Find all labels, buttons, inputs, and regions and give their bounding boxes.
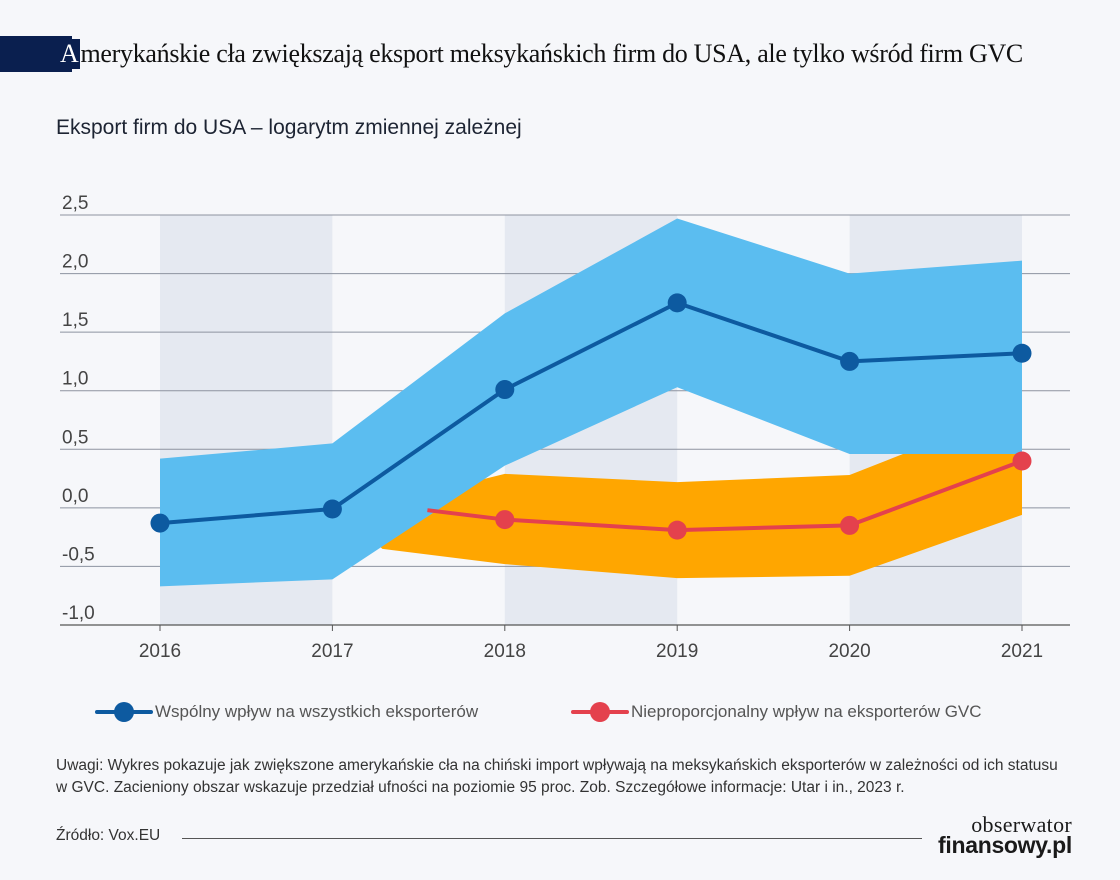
page-title: Amerykańskie cła zwiększają eksport meks…: [58, 39, 1023, 69]
legend: Wspólny wpływ na wszystkich eksporterów …: [95, 700, 1055, 728]
legend-dot-all: [114, 702, 134, 722]
point-all-2017: [322, 499, 342, 519]
legend-item-gvc: Nieproporcjonalny wpływ na eksporterów G…: [571, 700, 982, 724]
legend-dot-gvc: [590, 702, 610, 722]
band-gvc: [342, 407, 1022, 579]
x-tick-label: 2018: [484, 641, 526, 662]
title-bar: Amerykańskie cła zwiększają eksport meks…: [0, 36, 1120, 72]
point-gvc-2020: [840, 515, 860, 535]
legend-label-all: Wspólny wpływ na wszystkich eksporterów: [155, 702, 479, 721]
point-all-2021: [1012, 343, 1032, 363]
y-tick-label: 0,0: [62, 486, 88, 507]
source-divider: [182, 838, 922, 839]
logo: obserwator finansowy.pl: [938, 812, 1072, 858]
x-tick-label: 2020: [828, 641, 870, 662]
band-all: [160, 218, 1022, 587]
y-tick-label: 2,0: [62, 252, 88, 273]
y-tick-label: 0,5: [62, 427, 88, 448]
legend-label-gvc: Nieproporcjonalny wpływ na eksporterów G…: [631, 702, 982, 721]
point-gvc-2021: [1012, 451, 1032, 471]
legend-item-all: Wspólny wpływ na wszystkich eksporterów: [95, 700, 478, 724]
series-line-all: [159, 300, 1023, 526]
y-tick-label: 2,5: [62, 193, 88, 214]
y-tick-label: 1,0: [62, 369, 88, 390]
chart-note: Uwagi: Wykres pokazuje jak zwiększone am…: [56, 757, 1058, 796]
line-chart: -1,0 -0,5 0,0 0,5 1,0 1,5 2,0 2,5 2016 2017 2018 20…: [60, 193, 1070, 662]
logo-line2: finansowy.pl: [938, 832, 1072, 858]
point-all-2020: [840, 351, 860, 371]
source-text: Źródło: Vox.EU: [56, 827, 161, 844]
y-tick-label: 1,5: [62, 310, 88, 331]
y-tick-label: -1,0: [62, 603, 95, 624]
point-all-2019: [667, 293, 687, 313]
title-first-letter: A: [58, 39, 81, 69]
x-tick-label: 2016: [139, 641, 181, 662]
legend-swatch-all: [95, 700, 153, 724]
point-gvc-2019: [667, 520, 687, 540]
y-tick-label: -0,5: [62, 544, 95, 565]
legend-swatch-gvc: [571, 700, 629, 724]
logo-line1: obserwator: [971, 812, 1072, 837]
chart-title: Eksport firm do USA – logarytm zmiennej …: [56, 116, 522, 139]
x-tick-label: 2017: [311, 641, 353, 662]
point-gvc-2018: [495, 510, 515, 530]
point-all-2016: [150, 513, 170, 533]
x-tick-label: 2019: [656, 641, 698, 662]
title-rest: merykańskie cła zwiększają eksport meksy…: [80, 39, 1023, 68]
point-all-2018: [495, 380, 515, 400]
x-tick-label: 2021: [1001, 641, 1043, 662]
